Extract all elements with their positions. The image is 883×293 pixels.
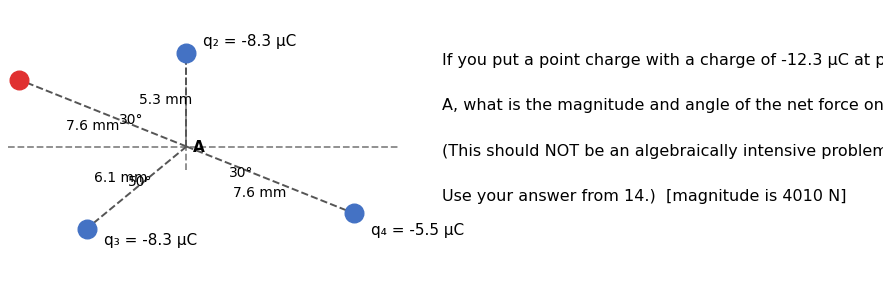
Text: If you put a point charge with a charge of -12.3 μC at point: If you put a point charge with a charge …: [442, 53, 883, 68]
Point: [12, 77, 26, 82]
Text: q₂ = -8.3 μC: q₂ = -8.3 μC: [203, 34, 297, 49]
Point: [179, 51, 193, 56]
Text: A, what is the magnitude and angle of the net force on it?: A, what is the magnitude and angle of th…: [442, 98, 883, 113]
Text: 30°: 30°: [119, 113, 144, 127]
Text: 50°: 50°: [128, 175, 152, 189]
Text: q₄ = -5.5 μC: q₄ = -5.5 μC: [371, 223, 464, 239]
Text: 5.3 mm: 5.3 mm: [139, 93, 192, 107]
Text: 30°: 30°: [230, 166, 253, 180]
Text: 6.1 mm: 6.1 mm: [94, 171, 147, 185]
Text: 7.6 mm: 7.6 mm: [65, 119, 119, 133]
Text: Use your answer from 14.)  [magnitude is 4010 N]: Use your answer from 14.) [magnitude is …: [442, 189, 847, 204]
Text: q₃ = -8.3 μC: q₃ = -8.3 μC: [103, 233, 197, 248]
Point: [79, 226, 94, 231]
Text: A: A: [192, 140, 205, 156]
Text: 7.6 mm: 7.6 mm: [233, 185, 286, 200]
Point: [347, 211, 361, 216]
Text: (This should NOT be an algebraically intensive problem.: (This should NOT be an algebraically int…: [442, 144, 883, 159]
